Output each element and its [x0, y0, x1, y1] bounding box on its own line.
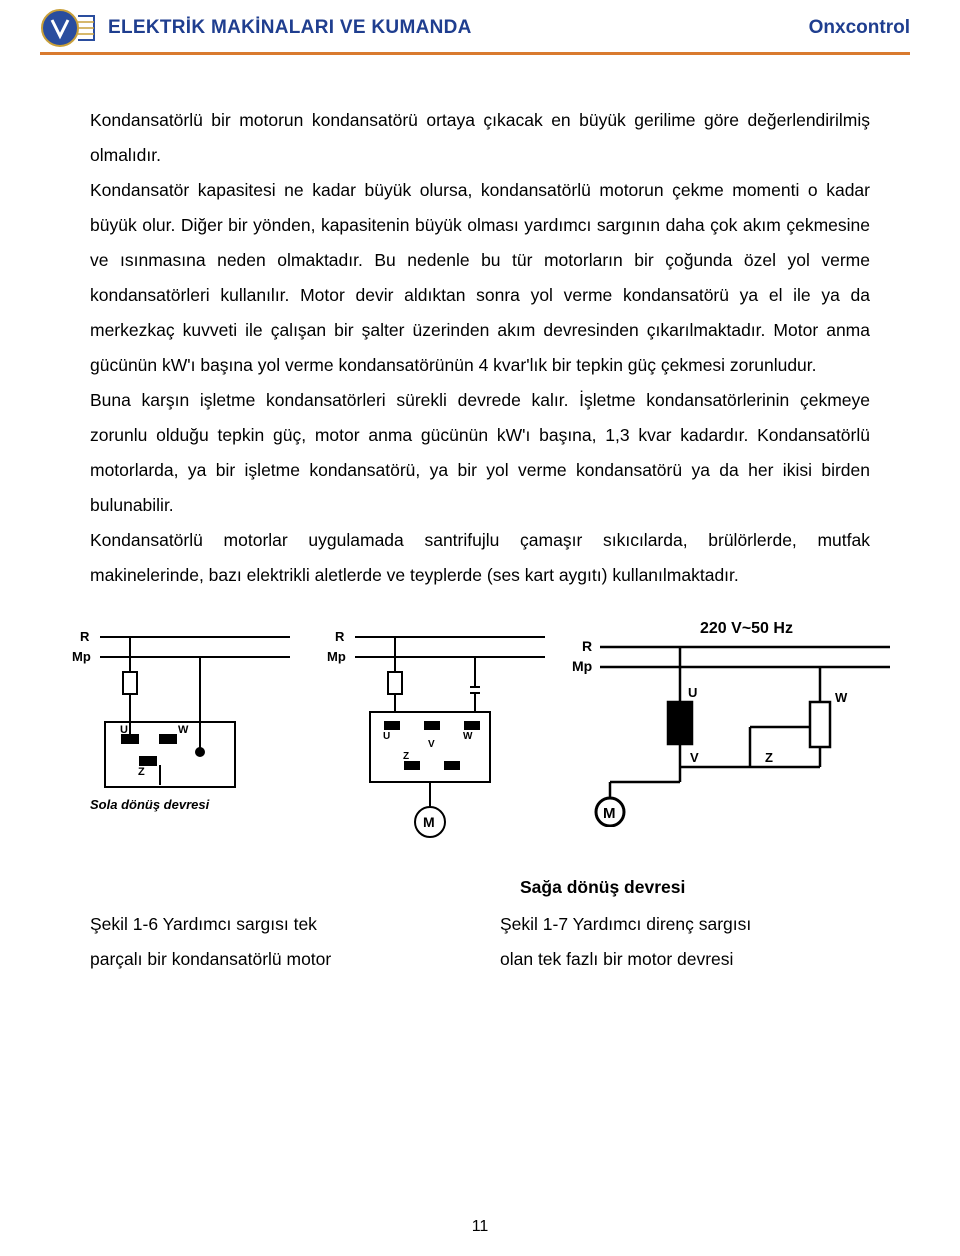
diagram1-caption: Sola dönüş devresi: [90, 797, 210, 812]
page-number: 11: [0, 1218, 960, 1236]
header-title: ELEKTRİK MAKİNALARI VE KUMANDA: [108, 17, 809, 39]
page-header: ELEKTRİK MAKİNALARI VE KUMANDA Onxcontro…: [0, 0, 960, 52]
circuit-diagram-1: R Mp U W Z Sola dönüş devresi: [60, 617, 300, 852]
label-mp: Mp: [327, 649, 346, 664]
paragraph-1: Kondansatörlü bir motorun kondansatörü o…: [90, 103, 870, 173]
label-r: R: [335, 629, 345, 644]
paragraph-2: Kondansatör kapasitesi ne kadar büyük ol…: [90, 173, 870, 383]
label-m: M: [603, 805, 616, 822]
label-u: U: [383, 731, 390, 742]
label-v: V: [690, 750, 699, 765]
paragraph-3: Buna karşın işletme kondansatörleri süre…: [90, 383, 870, 523]
label-r: R: [582, 638, 592, 654]
caption-left-line1: Şekil 1-6 Yardımcı sargısı tek: [90, 907, 500, 942]
caption-right-line2: olan tek fazlı bir motor devresi: [500, 942, 870, 977]
label-v: V: [428, 739, 435, 750]
caption-right-title: Sağa dönüş devresi: [520, 870, 870, 905]
label-z: Z: [765, 750, 773, 765]
label-w: W: [835, 690, 848, 705]
circuit-diagram-3: 220 V~50 Hz R Mp U W V Z M: [570, 617, 900, 852]
label-z: Z: [403, 751, 409, 762]
circuit-diagram-2: R Mp U W Z V M: [315, 617, 555, 852]
label-volt: 220 V~50 Hz: [700, 620, 793, 637]
label-mp: Mp: [572, 658, 592, 674]
label-w: W: [463, 731, 473, 742]
label-u: U: [120, 724, 128, 736]
label-mp: Mp: [72, 649, 91, 664]
circuit-diagrams-row: R Mp U W Z Sola dönüş devresi: [0, 593, 960, 852]
paragraph-4: Kondansatörlü motorlar uygulamada santri…: [90, 523, 870, 593]
label-m: M: [423, 814, 435, 830]
label-z: Z: [138, 766, 145, 778]
caption-right-line1: Şekil 1-7 Yardımcı direnç sargısı: [500, 907, 870, 942]
university-logo-icon: [40, 8, 96, 48]
header-brand: Onxcontrol: [809, 17, 910, 39]
caption-left-line2: parçalı bir kondansatörlü motor: [90, 942, 500, 977]
label-u: U: [688, 685, 697, 700]
label-r: R: [80, 629, 90, 644]
label-w: W: [178, 724, 189, 736]
body-content: Kondansatörlü bir motorun kondansatörü o…: [0, 55, 960, 593]
figure-captions: Sağa dönüş devresi Şekil 1-6 Yardımcı sa…: [0, 852, 960, 977]
